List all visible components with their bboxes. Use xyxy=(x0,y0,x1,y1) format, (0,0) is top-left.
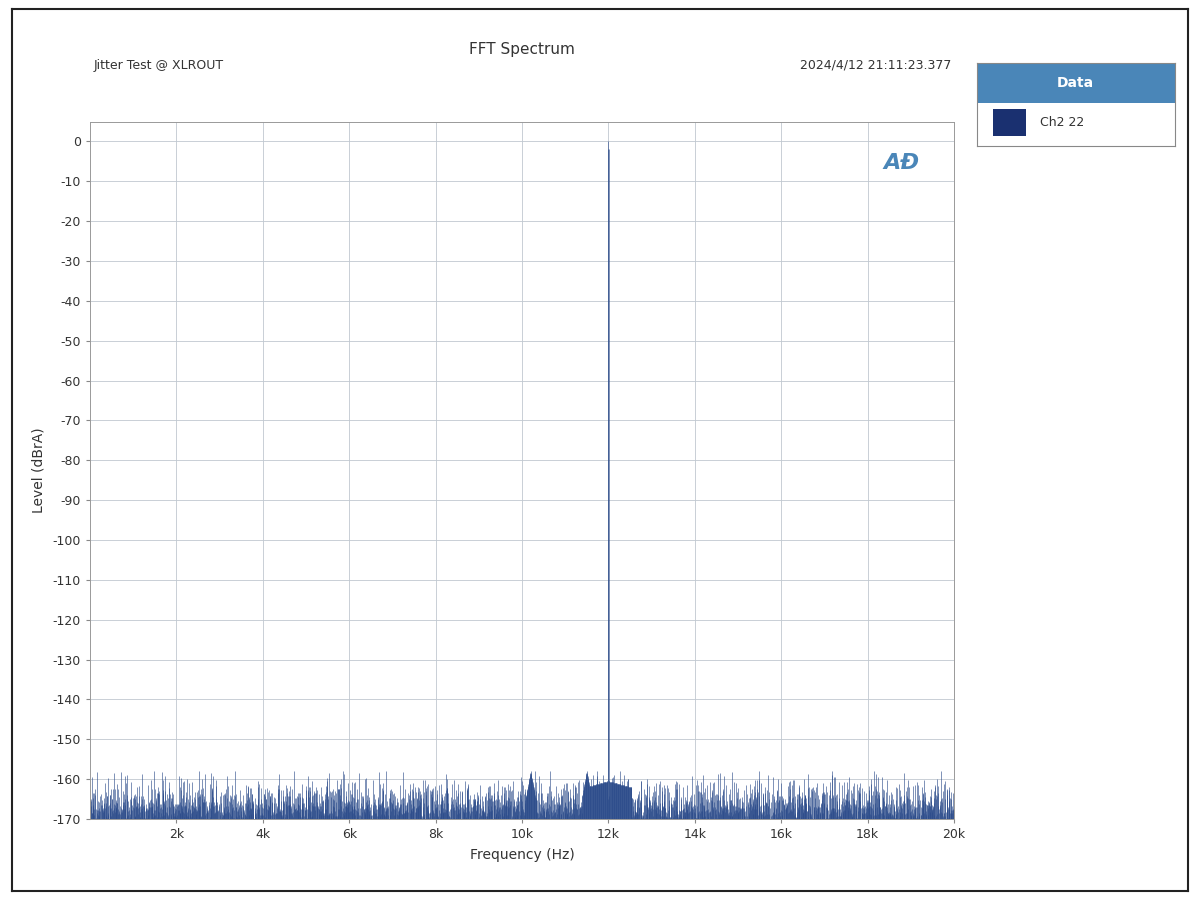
Text: Data: Data xyxy=(1057,76,1094,90)
Text: FFT Spectrum: FFT Spectrum xyxy=(469,42,575,58)
X-axis label: Frequency (Hz): Frequency (Hz) xyxy=(469,848,575,862)
Bar xyxy=(992,110,1026,136)
Bar xyxy=(977,63,1175,103)
Text: Jitter Test @ XLROUT: Jitter Test @ XLROUT xyxy=(94,58,223,71)
Text: Ch2 22: Ch2 22 xyxy=(1040,116,1085,129)
Y-axis label: Level (dBrA): Level (dBrA) xyxy=(31,428,46,513)
Text: 2024/4/12 21:11:23.377: 2024/4/12 21:11:23.377 xyxy=(800,58,952,71)
Text: AÐ: AÐ xyxy=(883,153,919,174)
